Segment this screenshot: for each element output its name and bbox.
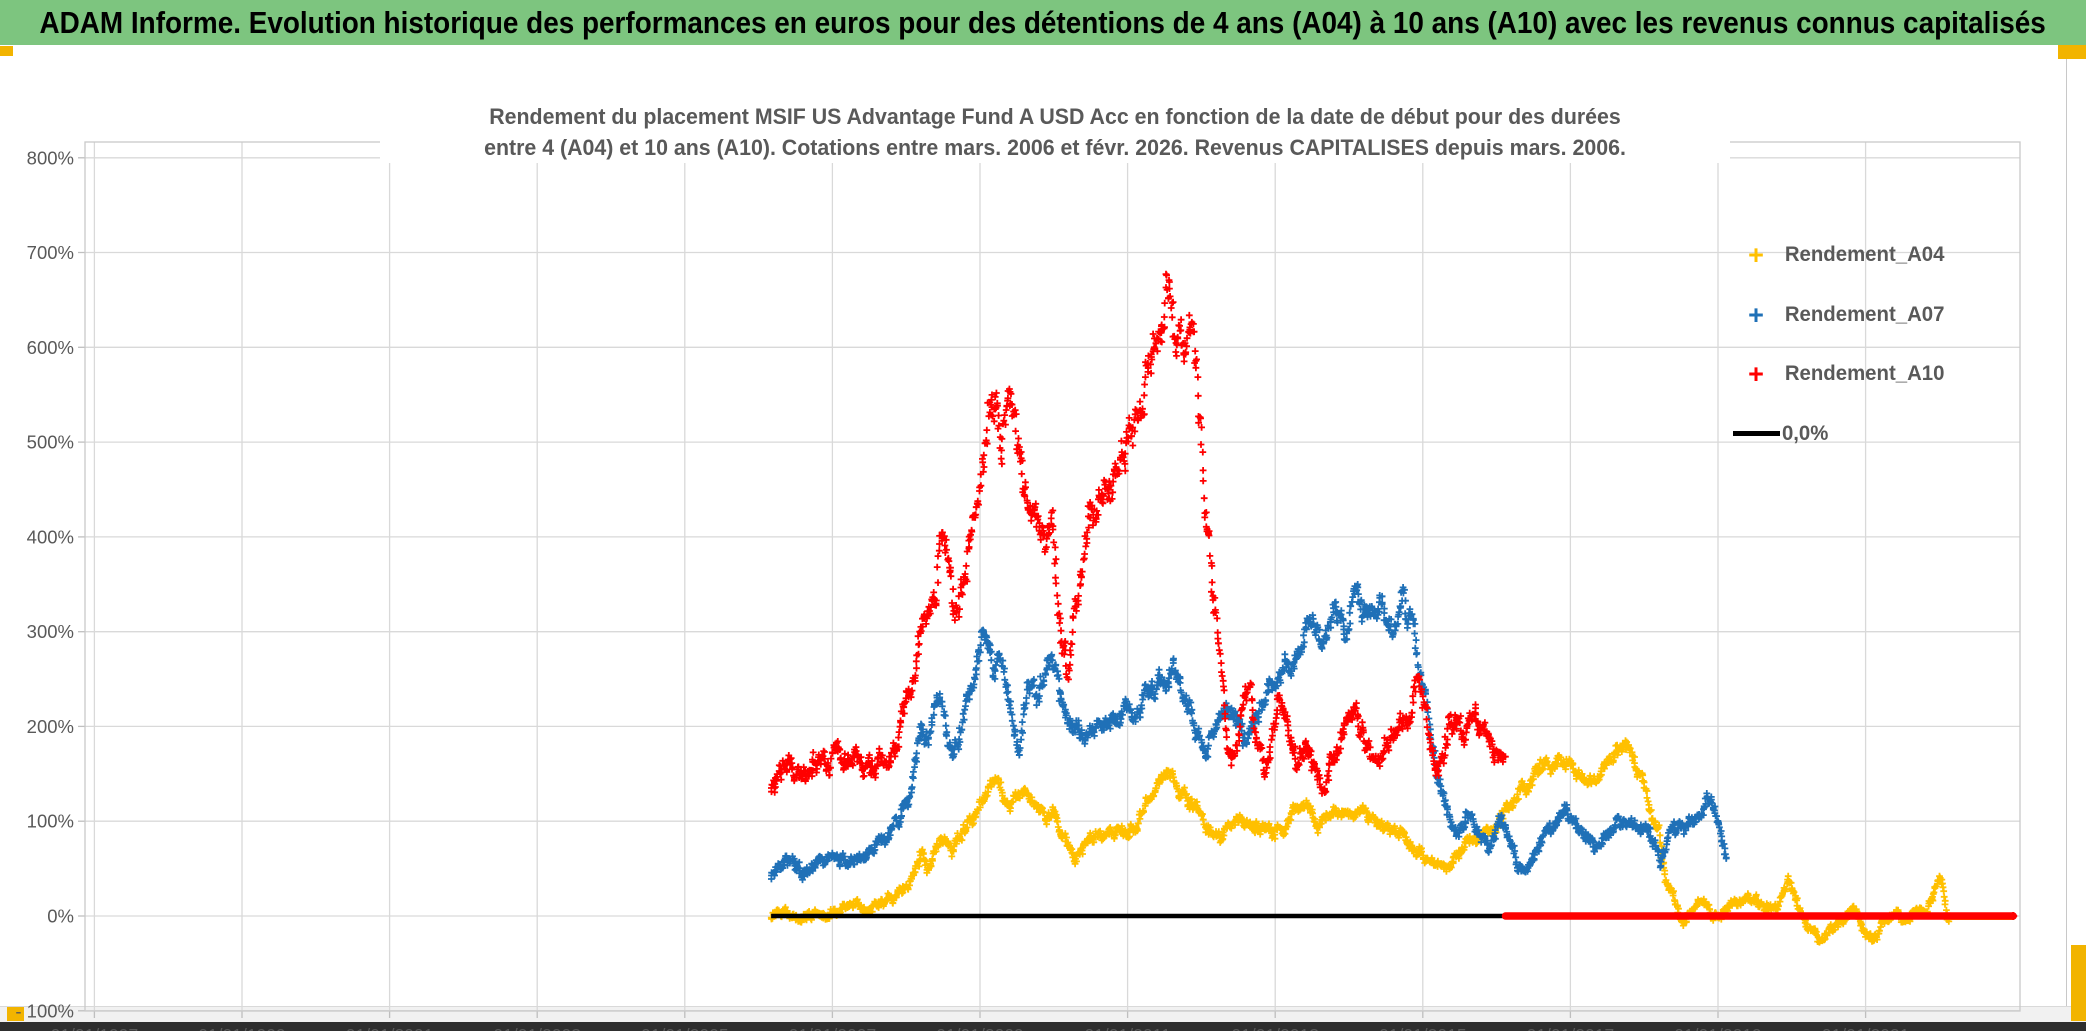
gold-accent-top-right [2058, 45, 2086, 59]
chart-title: Rendement du placement MSIF US Advantage… [380, 101, 1730, 163]
performance-chart: 800% 700% 600% 500% 400% 300% 200% 100% 0% - 100%… [0, 45, 2086, 1031]
chart-title-line-2: entre 4 (A04) et 10 ans (A10). Cotations… [484, 135, 1626, 160]
gold-accent-bottom-left [7, 1007, 24, 1021]
x-axis-label: 01/01/2011 [1084, 1025, 1170, 1031]
bottom-bar [0, 1022, 2086, 1031]
legend-item-rendement-a07: + Rendement_A07 [1733, 298, 1950, 332]
series-Rendement_A10 [768, 270, 1509, 797]
y-axis-label: 100% [27, 811, 74, 832]
plus-marker-icon: + [1748, 240, 1764, 270]
x-axis-label: 01/01/2009 [936, 1025, 1024, 1031]
legend-item-rendement-a04: + Rendement_A04 [1733, 238, 1950, 272]
y-axis-label: 800% [27, 147, 74, 168]
panel-right-border [2066, 59, 2067, 1006]
page-title: ADAM Informe. Evolution historique des p… [39, 4, 2047, 40]
gold-accent-right [2071, 945, 2086, 1021]
x-axis-label: 01/01/2017 [1527, 1025, 1615, 1031]
x-axis-label: 01/01/2005 [641, 1025, 729, 1031]
y-axis-label: 200% [27, 716, 74, 737]
series-Rendement_A07 [768, 581, 1730, 884]
zero-line-red-end-marker [2009, 912, 2018, 920]
legend-item-0-0-: 0,0% [1733, 417, 1830, 451]
plus-marker-icon: + [1748, 359, 1764, 389]
plot-border [84, 141, 2021, 1012]
x-axis-label: 01/01/2013 [1231, 1025, 1319, 1031]
legend-item-rendement-a10: + Rendement_A10 [1733, 357, 1950, 391]
x-axis-label: 01/01/2015 [1379, 1025, 1467, 1031]
x-axis-label: 01/01/2019 [1674, 1025, 1762, 1031]
x-axis-label: 01/01/2003 [493, 1025, 581, 1031]
y-axis-label: 400% [27, 526, 74, 547]
legend-label: Rendement_A07 [1784, 302, 1945, 326]
y-axis-label: 700% [27, 242, 74, 263]
legend-label: 0,0% [1781, 421, 1829, 445]
x-axis-label: 01/01/1999 [198, 1025, 286, 1031]
x-axis-label: 01/01/2007 [789, 1025, 877, 1031]
y-axis-label: 0% [47, 906, 74, 927]
gold-accent-top-left [0, 46, 13, 56]
x-axis-label: 01/01/2021 [1822, 1025, 1910, 1031]
y-axis-label: 300% [27, 621, 74, 642]
plus-marker-icon: + [1748, 299, 1764, 330]
page-title-bar: ADAM Informe. Evolution historique des p… [0, 0, 2086, 47]
chart-panel: 800% 700% 600% 500% 400% 300% 200% 100% 0% - 100%… [0, 45, 2086, 1031]
chart-title-line-1: Rendement du placement MSIF US Advantage… [489, 104, 1621, 129]
legend-label: Rendement_A10 [1784, 362, 1945, 385]
legend-label: Rendement_A04 [1784, 243, 1945, 266]
zero-line-legend-swatch [1733, 431, 1780, 436]
x-axis-label: 01/01/2001 [346, 1025, 434, 1031]
y-axis-label: 600% [27, 337, 74, 358]
y-axis-label: 500% [27, 432, 74, 453]
y-axis-label: - 100% [15, 1000, 74, 1021]
x-axis-label: 01/01/1997 [51, 1025, 139, 1031]
